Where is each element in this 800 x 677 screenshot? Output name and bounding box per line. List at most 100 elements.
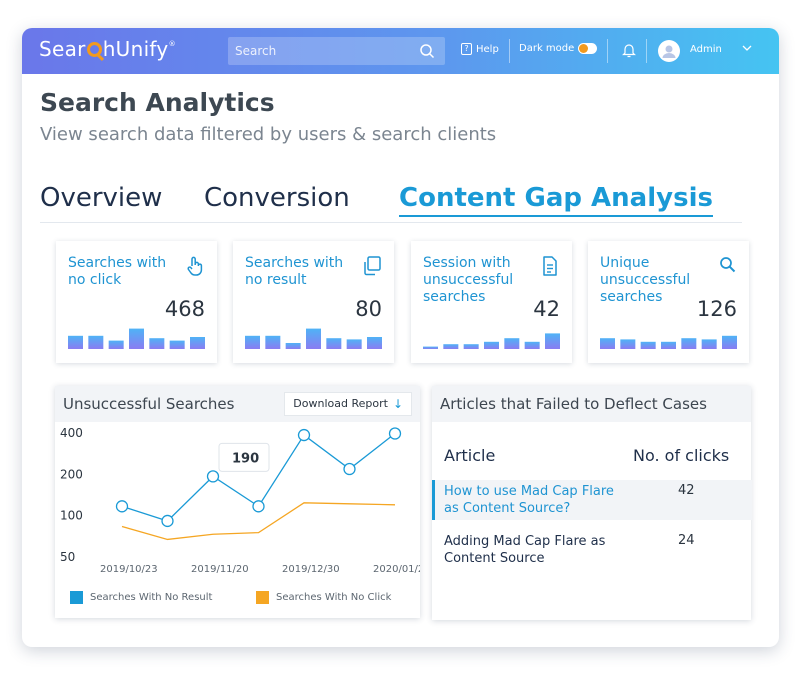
x-tick-label: 2019/10/23 — [100, 564, 158, 575]
spark-bar — [245, 335, 260, 349]
data-point[interactable] — [252, 500, 265, 513]
spark-bar — [681, 338, 697, 349]
dark-mode-label: Dark mode — [519, 43, 575, 54]
y-tick-label: 400 — [60, 426, 83, 440]
y-tick-label: 100 — [60, 509, 83, 523]
table-row[interactable]: How to use Mad Cap Flare as Content Sour… — [432, 480, 752, 520]
metric-value: 80 — [355, 297, 382, 321]
global-search-input[interactable] — [228, 37, 445, 65]
column-header-clicks: No. of clicks — [633, 446, 730, 465]
spark-bar — [326, 338, 342, 349]
data-point[interactable] — [297, 428, 311, 442]
help-icon: ? — [461, 43, 472, 55]
tab-content-gap-analysis[interactable]: Content Gap Analysis — [399, 183, 713, 217]
failed-articles-panel: Articles that Failed to Deflect Cases Ar… — [432, 386, 752, 620]
article-link[interactable]: How to use Mad Cap Flare as Content Sour… — [444, 484, 614, 516]
legend-item-no-click[interactable]: Searches With No Click — [256, 591, 391, 604]
dark-mode-control: Dark mode — [519, 43, 598, 54]
app-window: Sear hUnify® ? Help Dark mode — [22, 28, 779, 647]
legend-item-no-result[interactable]: Searches With No Result — [70, 591, 212, 604]
download-report-button[interactable]: Download Report ↓ — [284, 392, 412, 416]
search-icon — [720, 257, 736, 273]
legend-swatch — [70, 591, 83, 604]
metric-value: 42 — [533, 297, 560, 321]
data-point[interactable] — [161, 514, 174, 528]
chevron-down-icon[interactable] — [741, 42, 753, 54]
clicks-count: 24 — [678, 533, 695, 548]
spark-bar — [545, 333, 560, 349]
spark-bar — [88, 335, 104, 349]
metric-value: 126 — [696, 297, 737, 321]
global-search-box — [228, 37, 445, 65]
series-line — [121, 502, 396, 541]
metric-label: Searches with no click — [68, 255, 167, 288]
tab-overview[interactable]: Overview — [40, 183, 163, 213]
spark-bar — [722, 335, 737, 349]
spark-bar — [484, 341, 499, 349]
spark-bar — [108, 340, 124, 349]
help-link[interactable]: ? Help — [461, 43, 499, 55]
spark-bar — [504, 338, 520, 349]
unsuccessful-searches-panel: Unsuccessful Searches Download Report ↓ … — [55, 386, 420, 618]
spark-bar — [600, 338, 615, 349]
metric-card-no-click[interactable]: Searches with no click 468 — [56, 241, 217, 363]
x-tick-label: 2019/12/30 — [282, 564, 340, 575]
panel-title: Unsuccessful Searches — [63, 395, 235, 413]
search-icon[interactable] — [419, 43, 435, 59]
tooltip-value: 190 — [232, 451, 259, 466]
download-report-label: Download Report — [293, 397, 388, 410]
metric-card-unsuccessful-sessions[interactable]: Session with unsuccessful searches 42 — [411, 241, 572, 363]
legend-swatch — [256, 591, 269, 604]
spark-bar — [367, 337, 382, 349]
metric-card-no-result[interactable]: Searches with no result 80 — [233, 241, 394, 363]
hand-pointer-icon — [187, 256, 203, 276]
spark-bar — [661, 341, 676, 349]
spark-bar — [620, 339, 636, 349]
y-tick-label: 50 — [60, 550, 75, 564]
page-subtitle: View search data filtered by users & sea… — [40, 124, 497, 145]
top-navigation-bar: Sear hUnify® ? Help Dark mode — [22, 28, 779, 74]
metric-label: Searches with no result — [245, 255, 344, 288]
user-avatar-icon[interactable] — [658, 40, 680, 62]
spark-bar — [190, 337, 205, 349]
legend-label: Searches With No Result — [90, 592, 213, 603]
data-point[interactable] — [206, 470, 220, 483]
x-tick-label: 2020/01/23 — [373, 564, 420, 575]
logo-text-prefix: Sear — [39, 37, 86, 61]
column-header-article: Article — [444, 446, 496, 465]
line-chart: 50 100 200 400 2019/10/23 2019/11/20 2019/12/3… — [60, 426, 420, 575]
table-row[interactable]: Adding Mad Cap Flare as Content Source 2… — [432, 530, 752, 570]
article-link[interactable]: Adding Mad Cap Flare as Content Source — [444, 534, 606, 566]
spark-bar — [443, 344, 459, 349]
panel-header: Articles that Failed to Deflect Cases — [432, 386, 751, 422]
spark-bar — [423, 346, 438, 349]
searchunify-logo[interactable]: Sear hUnify® — [39, 37, 176, 61]
analytics-tabs: Overview Conversion Content Gap Analysis — [40, 183, 742, 223]
user-name-label[interactable]: Admin — [690, 44, 722, 55]
divider — [607, 39, 608, 63]
page-title: Search Analytics — [40, 88, 275, 117]
data-point[interactable] — [343, 462, 356, 476]
data-point[interactable] — [388, 427, 402, 440]
data-point[interactable] — [115, 500, 129, 513]
spark-bar — [524, 341, 540, 349]
metric-value: 468 — [164, 297, 205, 321]
spark-bar — [306, 328, 321, 349]
spark-bar — [265, 335, 281, 349]
spark-bar — [701, 339, 717, 349]
spark-bar — [129, 328, 144, 349]
tab-conversion[interactable]: Conversion — [204, 183, 350, 213]
download-arrow-icon: ↓ — [392, 397, 403, 411]
panel-header: Unsuccessful Searches Download Report ↓ — [55, 386, 420, 422]
panel-title: Articles that Failed to Deflect Cases — [440, 395, 707, 413]
metric-label: Session with unsuccessful searches — [423, 255, 514, 305]
spark-bar — [149, 338, 165, 349]
spark-bar — [285, 343, 301, 349]
x-tick-label: 2019/11/20 — [191, 564, 249, 575]
chart-tooltip: 190 — [218, 442, 270, 472]
bell-icon[interactable] — [622, 42, 636, 58]
metric-label: Unique unsuccessful searches — [600, 255, 691, 305]
dark-mode-toggle[interactable] — [578, 43, 598, 54]
metric-card-unique-unsuccessful[interactable]: Unique unsuccessful searches 126 — [588, 241, 749, 363]
sparkbar-chart — [68, 328, 205, 349]
